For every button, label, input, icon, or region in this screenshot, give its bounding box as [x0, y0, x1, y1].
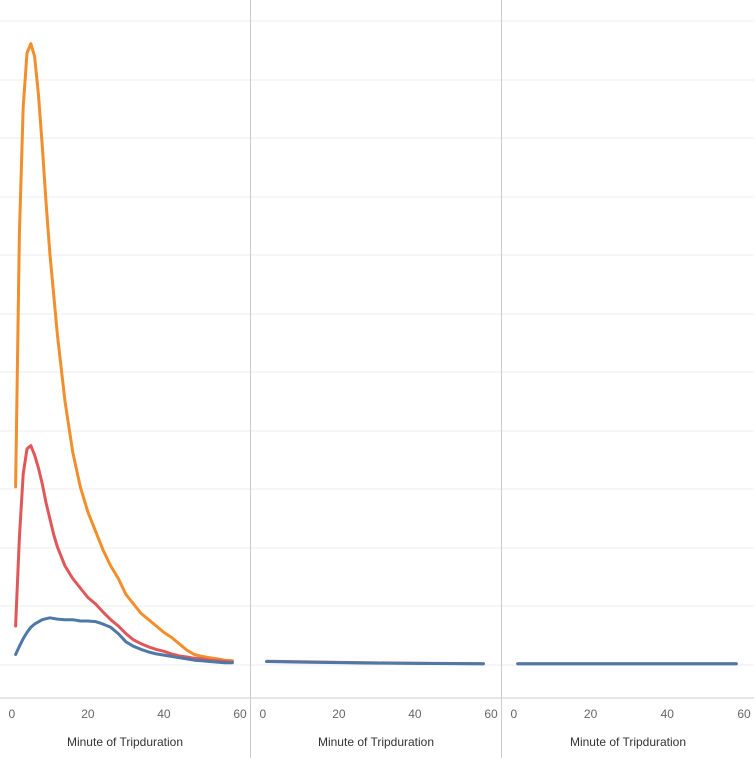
series-line-panel-1-2 [14, 444, 234, 664]
x-tick-label: 60 [737, 707, 751, 721]
gridlines [0, 20, 754, 666]
x-axis-title: Minute of Tripduration [318, 735, 434, 749]
x-tick-label: 0 [8, 707, 15, 721]
x-tick-label: 40 [661, 707, 675, 721]
x-tick-label: 20 [584, 707, 598, 721]
x-tick-label: 60 [233, 707, 247, 721]
x-tick-label: 20 [332, 707, 346, 721]
x-tick-label: 40 [408, 707, 422, 721]
x-tick-label: 0 [259, 707, 266, 721]
series-line-panel-1-3 [14, 616, 234, 665]
series-line-panel-2-2 [265, 660, 485, 666]
x-tick-label: 40 [157, 707, 171, 721]
series-line-panel-1-1 [14, 42, 234, 663]
x-axis-title: Minute of Tripduration [570, 735, 686, 749]
axis-text: 0 20 40 60 Minute of Tripduration 0 20 40 60 Minu… [8, 707, 751, 749]
x-axis-title: Minute of Tripduration [67, 735, 183, 749]
series-lines [14, 42, 738, 666]
x-tick-label: 20 [81, 707, 95, 721]
x-tick-label: 0 [510, 707, 517, 721]
x-tick-label: 60 [484, 707, 498, 721]
